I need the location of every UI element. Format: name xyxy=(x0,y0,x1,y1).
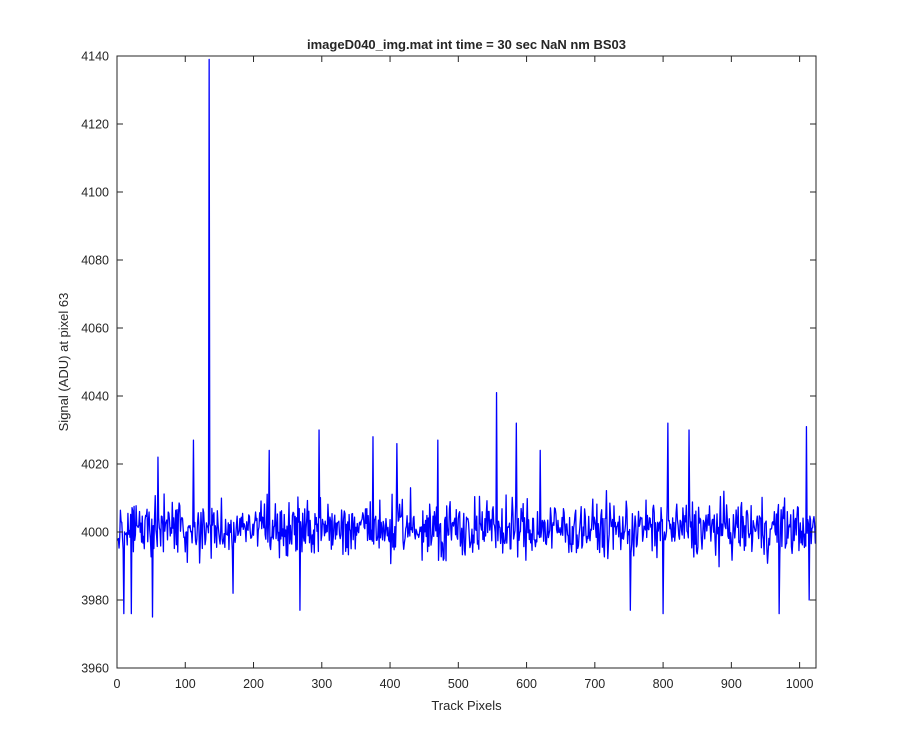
chart-title: imageD040_img.mat int time = 30 sec NaN … xyxy=(307,37,626,52)
x-tick-label: 900 xyxy=(721,677,742,691)
y-tick-label: 4140 xyxy=(81,50,109,64)
y-tick-label: 4040 xyxy=(81,390,109,404)
x-tick-label: 300 xyxy=(311,677,332,691)
series-layer xyxy=(117,58,816,618)
x-tick-label: 600 xyxy=(516,677,537,691)
series-line xyxy=(117,58,816,618)
y-tick-label: 3960 xyxy=(81,662,109,676)
x-tick-label: 500 xyxy=(448,677,469,691)
x-tick-label: 100 xyxy=(175,677,196,691)
y-tick-label: 4100 xyxy=(81,186,109,200)
y-tick-label: 4120 xyxy=(81,118,109,132)
y-tick-label: 4080 xyxy=(81,254,109,268)
ticks-layer: 0 100 200 300 400 500 600 700 800 900 1000 3960 3980… xyxy=(81,50,816,691)
x-axis-label: Track Pixels xyxy=(431,698,502,713)
x-tick-label: 700 xyxy=(584,677,605,691)
y-tick-label: 3980 xyxy=(81,594,109,608)
x-tick-label: 200 xyxy=(243,677,264,691)
y-tick-label: 4020 xyxy=(81,458,109,472)
x-tick-label: 1000 xyxy=(786,677,814,691)
x-tick-label: 0 xyxy=(114,677,121,691)
x-tick-label: 800 xyxy=(653,677,674,691)
y-tick-label: 4060 xyxy=(81,322,109,336)
y-tick-label: 4000 xyxy=(81,526,109,540)
x-tick-label: 400 xyxy=(380,677,401,691)
y-axis-label: Signal (ADU) at pixel 63 xyxy=(56,293,71,432)
axes-box xyxy=(116,55,817,669)
plot-area xyxy=(117,56,816,668)
